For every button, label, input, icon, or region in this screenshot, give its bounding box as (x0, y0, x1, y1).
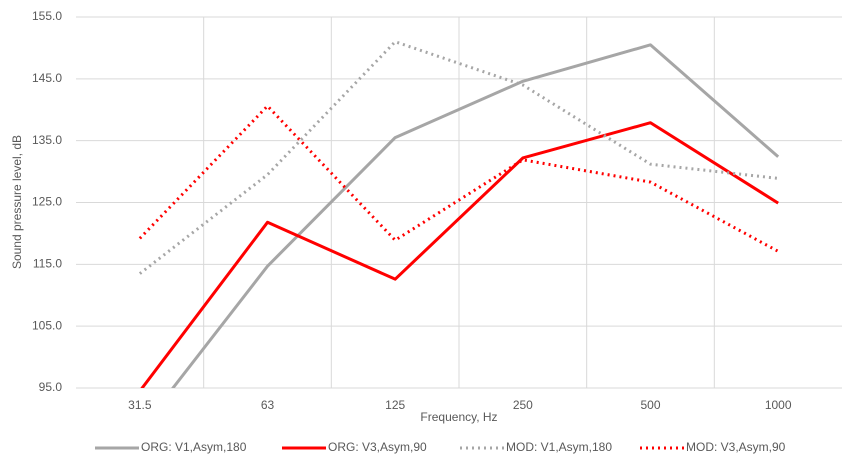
legend-label: ORG: V1,Asym,180 (141, 440, 247, 454)
y-tick-label: 155.0 (32, 9, 62, 23)
legend-label: MOD: V1,Asym,180 (506, 440, 612, 454)
y-tick-label: 145.0 (32, 71, 62, 85)
x-tick-label: 63 (261, 398, 275, 412)
series-line (138, 104, 779, 253)
plot-lines (138, 40, 780, 388)
y-tick-label: 115.0 (33, 257, 62, 271)
x-tick-label: 500 (640, 398, 660, 412)
legend-label: MOD: V3,Asym,90 (686, 440, 786, 454)
legend-label: ORG: V3,Asym,90 (328, 440, 427, 454)
y-tick-label: 135.0 (32, 133, 62, 147)
x-axis-label: Frequency, Hz (420, 410, 497, 424)
y-axis-label: Sound pressure level, dB (10, 135, 24, 269)
y-tick-label: 105.0 (32, 318, 62, 332)
y-tick-label: 95.0 (39, 380, 63, 394)
x-tick-label: 1000 (765, 398, 792, 412)
x-tick-label: 125 (385, 398, 405, 412)
y-tick-label: 125.0 (32, 195, 62, 209)
x-tick-label: 31.5 (128, 398, 152, 412)
series-line (171, 43, 780, 388)
x-tick-label: 250 (513, 398, 533, 412)
series-line (140, 121, 779, 388)
